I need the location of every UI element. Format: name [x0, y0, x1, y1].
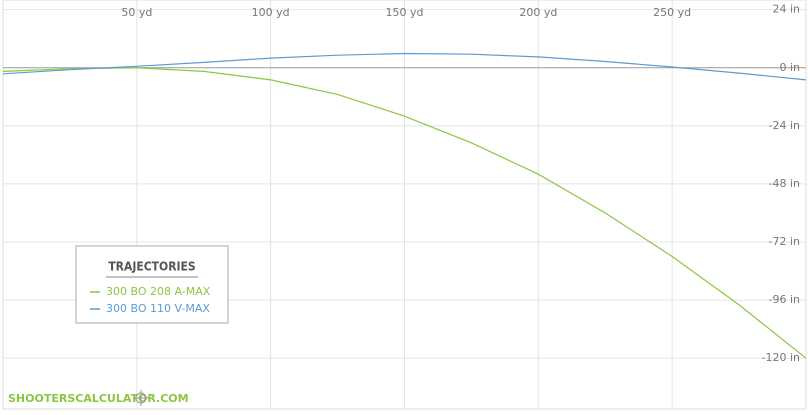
series-line	[2, 52, 807, 81]
x-tick-label: 150 yd	[386, 6, 424, 19]
y-tick-label: -96 in	[769, 293, 801, 306]
y-tick-label: -24 in	[769, 119, 801, 132]
series-line	[2, 67, 807, 359]
x-tick-label: 50 yd	[121, 6, 152, 19]
x-tick-label: 200 yd	[519, 6, 557, 19]
watermark: SHOOTERSCALCULATOR.COM	[8, 392, 189, 405]
y-tick-label: -48 in	[769, 177, 801, 190]
y-tick-label: -72 in	[769, 235, 801, 248]
y-tick-label: 24 in	[772, 3, 800, 16]
y-tick-label: 0 in	[779, 61, 800, 74]
legend-title: TRAJECTORIES	[108, 260, 195, 274]
y-tick-label: -120 in	[762, 351, 801, 364]
x-tick-label: 250 yd	[653, 6, 691, 19]
legend-label: 300 BO 110 V-MAX	[106, 302, 210, 315]
crosshair-icon	[133, 390, 149, 406]
labels: 50 yd 100 yd 150 yd 200 yd 250 yd 24 in 0 in -2…	[121, 3, 800, 364]
x-tick-label: 100 yd	[252, 6, 290, 19]
legend: TRAJECTORIES	[75, 245, 229, 324]
legend-label: 300 BO 208 A-MAX	[106, 285, 211, 298]
legend-box	[75, 245, 229, 324]
lines	[2, 52, 807, 359]
